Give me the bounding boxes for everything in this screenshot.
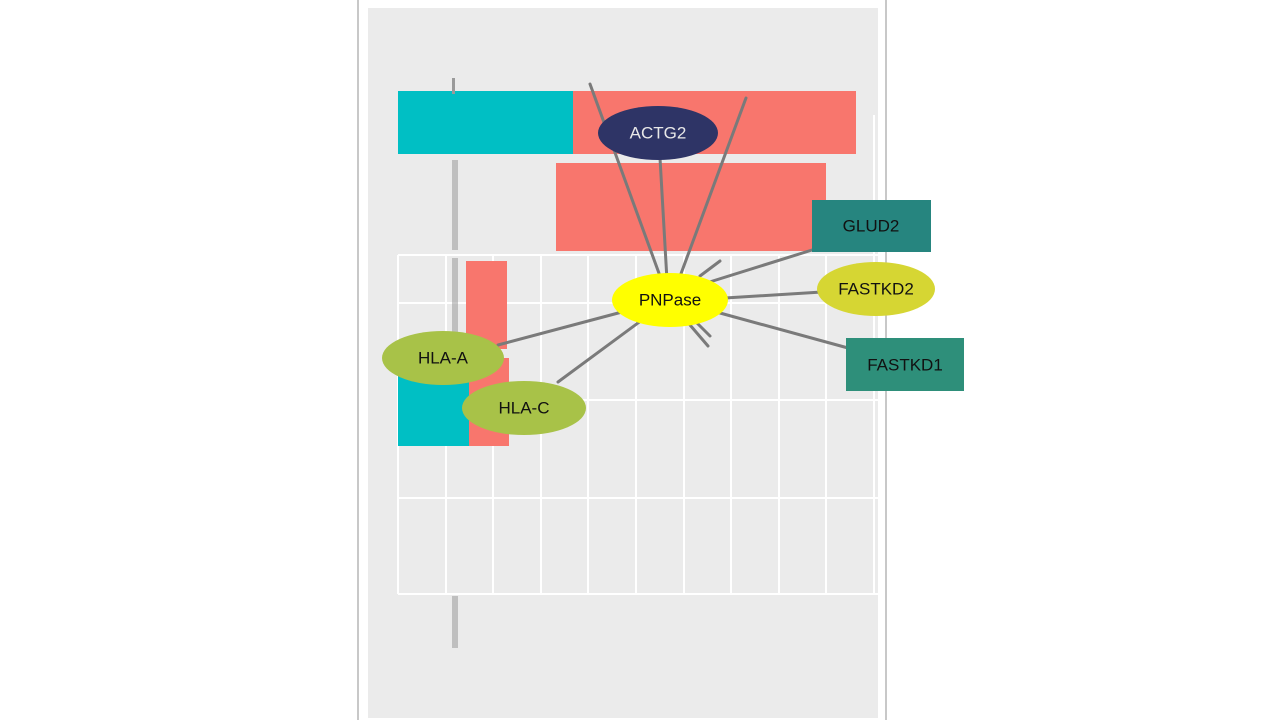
background-bar <box>556 163 826 251</box>
edge-line <box>556 318 644 384</box>
edge-line <box>694 320 712 338</box>
fastkd1-label: FASTKD1 <box>867 356 943 375</box>
fastkd2-node-shape <box>817 262 935 316</box>
edge-line <box>496 310 624 347</box>
edge-line <box>698 248 814 287</box>
actg2-node[interactable]: ACTG2 <box>598 106 718 160</box>
axis-tick-mark <box>452 78 455 94</box>
hla-a-node[interactable]: HLA-A <box>382 331 504 385</box>
hla-c-label: HLA-C <box>498 399 549 418</box>
hla-c-node-shape <box>462 381 586 435</box>
fastkd2-node[interactable]: FASTKD2 <box>817 262 935 316</box>
edge-line <box>698 259 722 278</box>
background-bar <box>398 91 573 154</box>
faint-axis-marks <box>452 78 458 648</box>
background-bar <box>466 261 507 349</box>
glud2-label: GLUD2 <box>843 217 900 236</box>
edge-line <box>688 323 710 348</box>
glud2-node[interactable]: GLUD2 <box>812 200 931 252</box>
edge-line <box>670 96 748 300</box>
fastkd2-label: FASTKD2 <box>838 280 914 299</box>
pnpase-node[interactable]: PNPase <box>612 273 728 327</box>
edge-line <box>718 311 850 350</box>
actg2-label: ACTG2 <box>630 124 687 143</box>
edge-line <box>588 82 670 300</box>
axis-tick-mark <box>452 596 458 648</box>
hla-a-node-shape <box>382 331 504 385</box>
hla-c-node[interactable]: HLA-C <box>462 381 586 435</box>
axis-tick-mark <box>452 160 458 250</box>
edge-line <box>723 290 824 300</box>
axis-tick-mark <box>452 258 458 348</box>
glud2-node-shape <box>812 200 931 252</box>
network-edges <box>496 82 850 384</box>
pnpase-node-shape <box>612 273 728 327</box>
fastkd1-node-shape <box>846 338 964 391</box>
actg2-node-shape <box>598 106 718 160</box>
fastkd1-node[interactable]: FASTKD1 <box>846 338 964 391</box>
pnpase-label: PNPase <box>639 291 701 310</box>
hla-a-label: HLA-A <box>418 349 469 368</box>
